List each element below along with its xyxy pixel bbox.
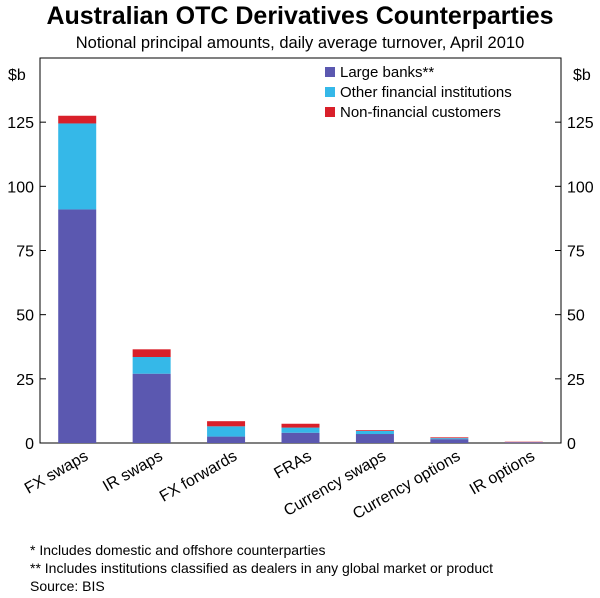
legend-label: Large banks** <box>340 64 434 81</box>
legend-swatch <box>325 107 335 117</box>
x-tick-label: FRAs <box>271 448 314 483</box>
y-tick-label-left: 125 <box>7 115 34 132</box>
bar-other-financial <box>207 426 246 437</box>
y-tick-label-right: 50 <box>567 308 585 325</box>
bar-other-financial <box>430 438 469 440</box>
y-tick-label-right: 25 <box>567 372 585 389</box>
bar-large-banks <box>430 439 469 443</box>
bar-non-financial <box>58 115 97 124</box>
bar-other-financial <box>355 430 394 435</box>
y-tick-label-right: 100 <box>567 179 594 196</box>
footnote-1: * Includes domestic and offshore counter… <box>30 542 326 558</box>
right-axis: 0 25 50 75 100 125 $b <box>555 67 594 453</box>
x-tick-label: FX swaps <box>22 448 91 498</box>
bar-other-financial <box>58 123 97 210</box>
bar-other-financial <box>132 357 171 374</box>
bar-non-financial <box>504 441 543 443</box>
bar-non-financial <box>132 349 171 358</box>
left-axis: 0 25 50 75 100 125 $b <box>7 67 46 453</box>
y-axis-unit-left: $b <box>8 67 26 84</box>
y-tick-label-left: 0 <box>25 436 34 453</box>
chart-title: Australian OTC Derivatives Counterpartie… <box>46 2 554 30</box>
legend-swatch <box>325 87 335 97</box>
bars <box>58 115 543 443</box>
y-tick-label-left: 25 <box>16 372 34 389</box>
y-tick-label-left: 75 <box>16 244 34 261</box>
x-tick-label: IR options <box>467 448 538 499</box>
footnote-2: ** Includes institutions classified as d… <box>30 560 494 576</box>
bar-non-financial <box>430 437 469 439</box>
bar-large-banks <box>207 436 246 443</box>
bar-large-banks <box>355 434 394 443</box>
bar-large-banks <box>504 442 543 443</box>
bar-non-financial <box>355 430 394 431</box>
bar-other-financial <box>281 427 320 433</box>
legend-swatch <box>325 67 335 77</box>
chart-subtitle: Notional principal amounts, daily averag… <box>75 34 525 52</box>
x-tick-label: FX forwards <box>157 448 240 506</box>
footnotes: * Includes domestic and offshore counter… <box>30 541 493 595</box>
bar-large-banks <box>281 432 320 443</box>
y-tick-label-right: 125 <box>567 115 594 132</box>
bar-large-banks <box>132 373 171 443</box>
y-axis-unit-right: $b <box>573 67 591 84</box>
legend: Large banks** Other financial institution… <box>325 64 512 121</box>
y-tick-label-left: 100 <box>7 179 34 196</box>
bar-non-financial <box>207 421 246 427</box>
x-tick-label: IR swaps <box>100 448 165 496</box>
bar-large-banks <box>58 209 97 443</box>
legend-label: Other financial institutions <box>340 84 512 101</box>
y-tick-label-right: 0 <box>567 436 576 453</box>
y-tick-label-right: 75 <box>567 244 585 261</box>
footnote-source: Source: BIS <box>30 578 105 594</box>
bar-non-financial <box>281 423 320 428</box>
y-tick-label-left: 50 <box>16 308 34 325</box>
legend-label: Non-financial customers <box>340 104 501 121</box>
